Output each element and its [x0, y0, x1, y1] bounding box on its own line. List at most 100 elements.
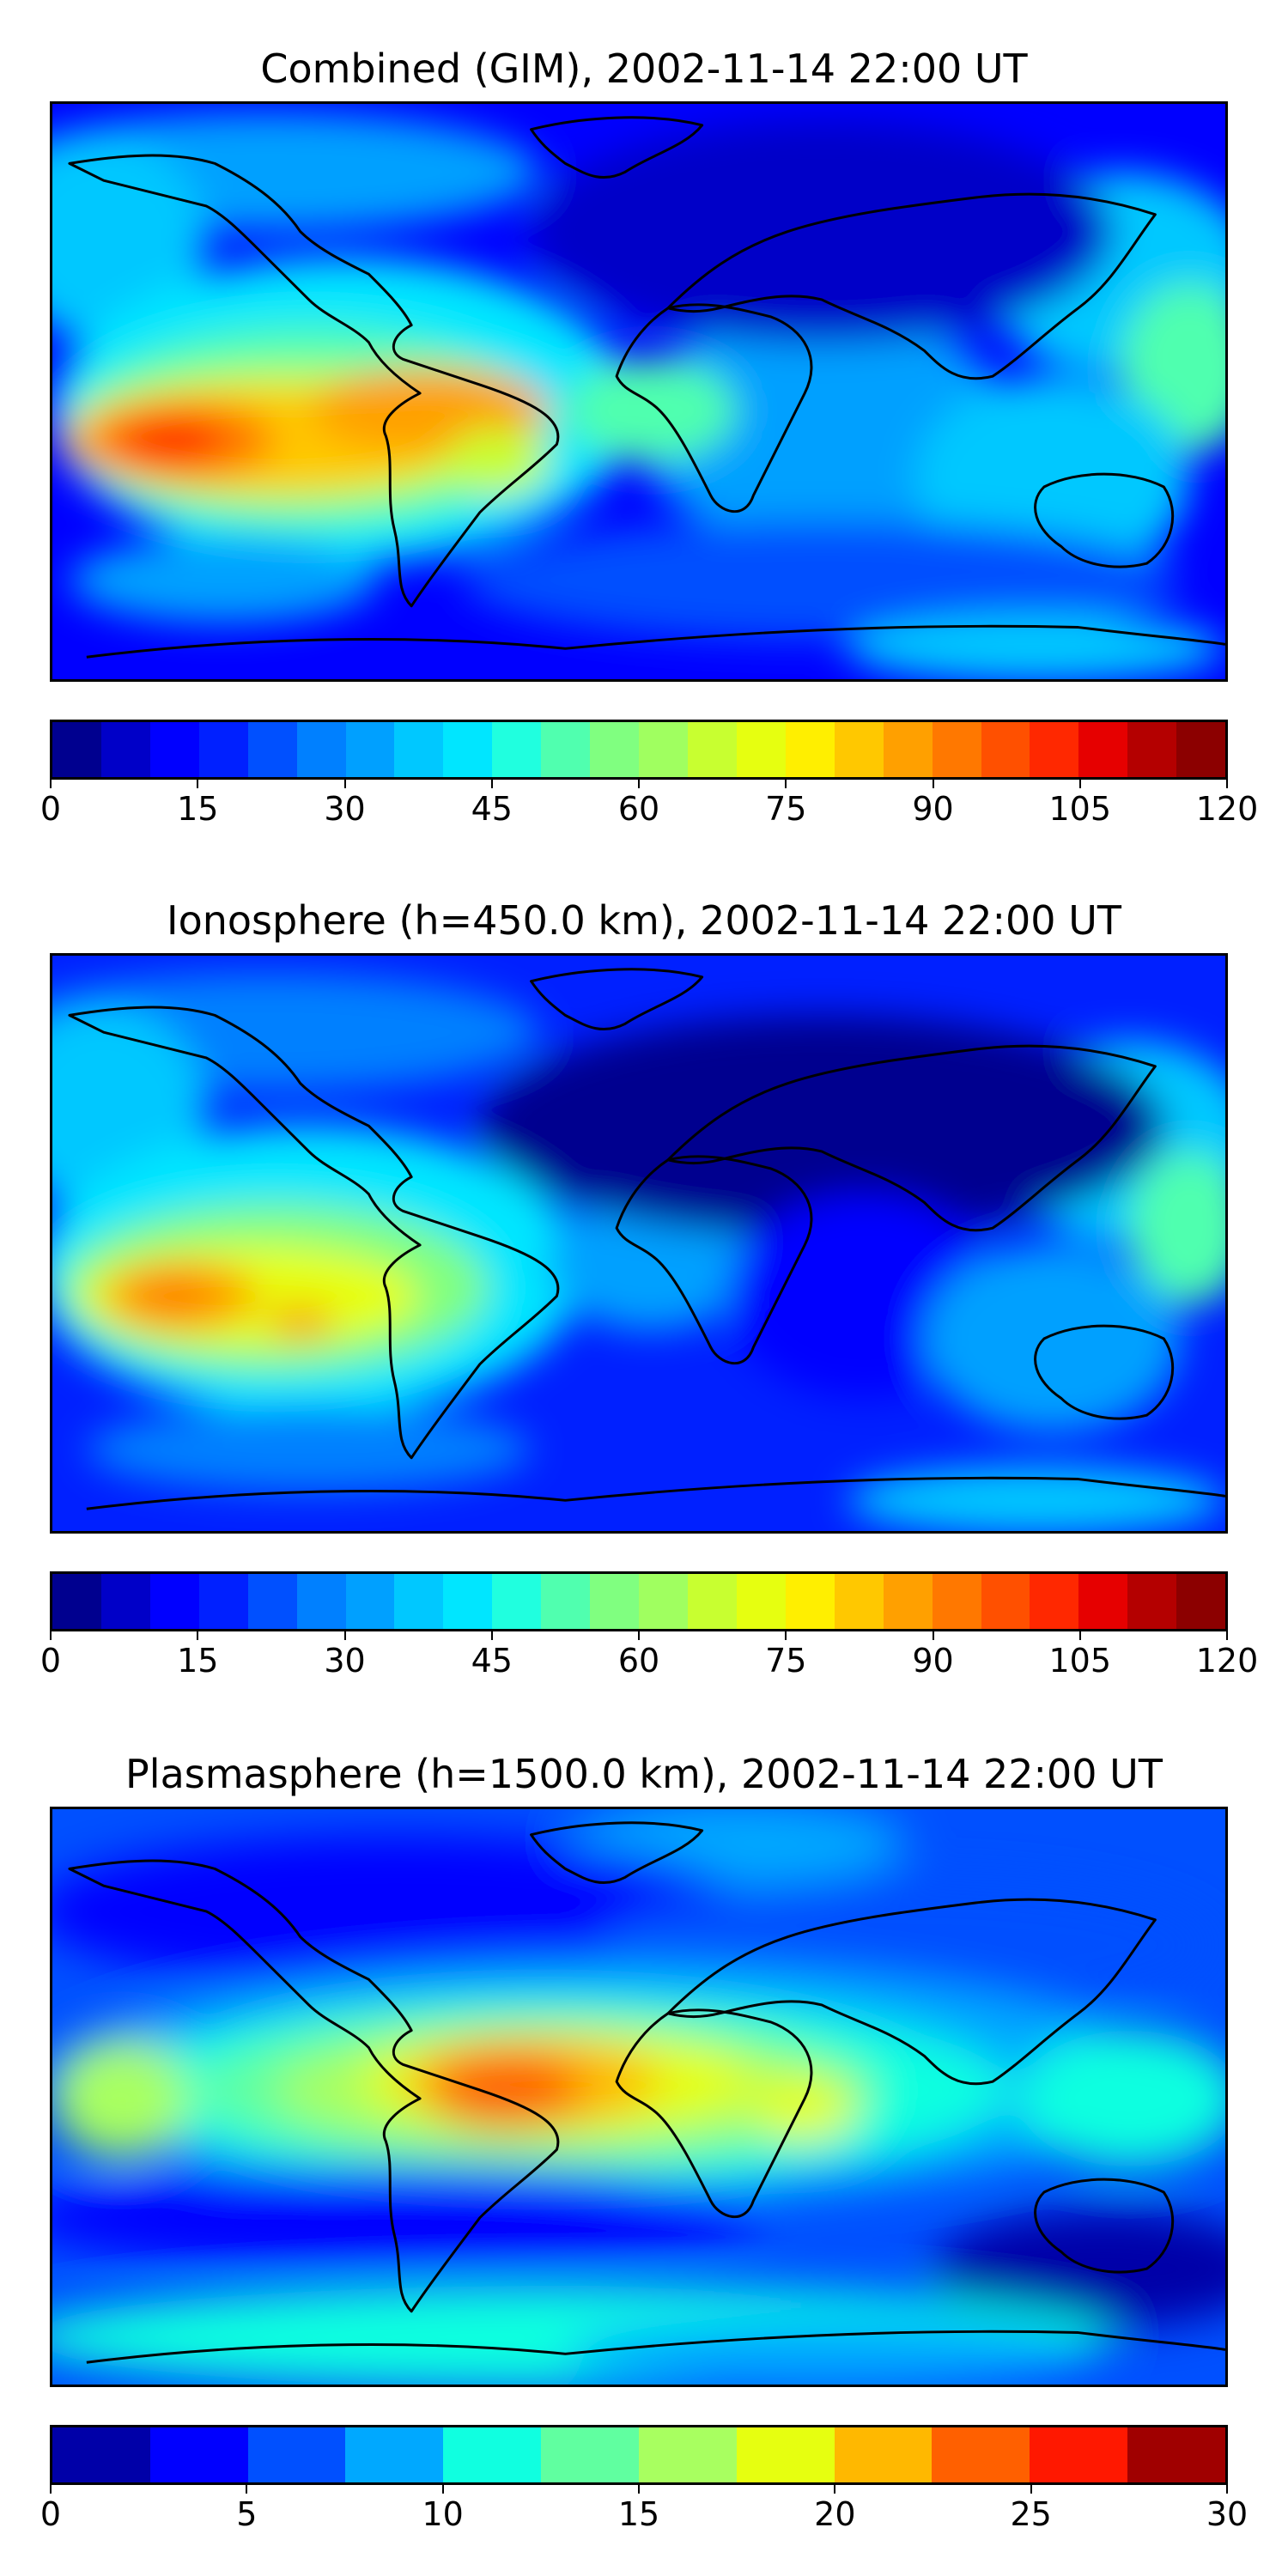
colorbar-segment: [541, 2427, 639, 2482]
colorbar-segment: [687, 1574, 737, 1629]
colorbar-segment: [247, 1574, 297, 1629]
ionosphere-colorbar: [50, 1571, 1228, 1631]
colorbar-segment: [345, 1574, 395, 1629]
colorbar-tick-label: 30: [324, 790, 366, 828]
colorbar-segment: [52, 2427, 150, 2482]
colorbar-segment: [1127, 1574, 1177, 1629]
combined-tec-map: [50, 101, 1228, 682]
colorbar-tick: [246, 2485, 248, 2494]
colorbar-tick-label: 105: [1048, 790, 1112, 828]
colorbar-tick: [50, 1631, 52, 1640]
combined-colorbar-ticks: 0 15 30 45 60 75 90 105 120: [40, 780, 1258, 831]
colorbar-segment: [834, 722, 884, 777]
colorbar-segment: [443, 1574, 493, 1629]
colorbar-segment: [981, 1574, 1030, 1629]
colorbar-segment: [1030, 1574, 1079, 1629]
colorbar-tick-label: 60: [617, 1642, 660, 1680]
colorbar-segment: [52, 722, 101, 777]
colorbar-segment: [198, 1574, 248, 1629]
colorbar-tick: [1078, 780, 1081, 788]
colorbar-tick-label: 120: [1195, 1642, 1259, 1680]
colorbar-segment: [492, 1574, 542, 1629]
colorbar-segment: [100, 1574, 150, 1629]
colorbar-segment: [149, 722, 199, 777]
colorbar-segment: [1030, 2427, 1128, 2482]
colorbar-tick: [638, 1631, 640, 1640]
colorbar-segment: [1176, 1574, 1225, 1629]
colorbar-segment: [785, 722, 835, 777]
colorbar-tick-label: 0: [39, 2495, 62, 2533]
colorbar-segment: [1030, 722, 1079, 777]
colorbar-segment: [1176, 722, 1225, 777]
colorbar-tick-label: 5: [236, 2495, 258, 2533]
colorbar-tick-label: 30: [1206, 2495, 1249, 2533]
colorbar-segment: [639, 722, 688, 777]
colorbar-tick-label: 90: [912, 790, 954, 828]
colorbar-segment: [492, 722, 542, 777]
colorbar-tick-label: 120: [1195, 790, 1259, 828]
colorbar-segment: [785, 1574, 835, 1629]
colorbar-tick: [50, 780, 52, 788]
colorbar-tick-label: 105: [1048, 1642, 1112, 1680]
colorbar-segment: [1127, 2427, 1225, 2482]
colorbar-segment: [149, 2427, 248, 2482]
colorbar-tick: [490, 780, 493, 788]
colorbar-segment: [345, 722, 395, 777]
ionosphere-colorbar-ticks: 0 15 30 45 60 75 90 105 120: [40, 1631, 1258, 1683]
colorbar-segment: [639, 1574, 688, 1629]
colorbar-segment: [883, 722, 933, 777]
colorbar-segment: [52, 1574, 101, 1629]
plasmasphere-tec-map: [50, 1807, 1228, 2387]
colorbar-segment: [443, 2427, 542, 2482]
colorbar-segment: [932, 2427, 1030, 2482]
colorbar-segment: [883, 1574, 933, 1629]
colorbar-segment: [100, 722, 150, 777]
colorbar-segment: [296, 1574, 346, 1629]
colorbar-segment: [247, 722, 297, 777]
colorbar-segment: [932, 722, 981, 777]
colorbar-tick: [1226, 1631, 1228, 1640]
colorbar-tick-label: 15: [177, 790, 219, 828]
colorbar-segment: [541, 722, 591, 777]
colorbar-segment: [736, 1574, 786, 1629]
colorbar-segment: [1078, 722, 1128, 777]
colorbar-tick-label: 15: [617, 2495, 660, 2533]
colorbar-segment: [443, 722, 493, 777]
colorbar-tick: [785, 1631, 787, 1640]
colorbar-tick: [343, 780, 346, 788]
colorbar-segment: [296, 722, 346, 777]
colorbar-segment: [932, 1574, 981, 1629]
colorbar-tick-label: 30: [324, 1642, 366, 1680]
colorbar-tick-label: 10: [422, 2495, 464, 2533]
colorbar-tick: [834, 2485, 836, 2494]
colorbar-tick: [343, 1631, 346, 1640]
colorbar-tick: [441, 2485, 444, 2494]
colorbar-tick: [1226, 780, 1228, 788]
colorbar-tick: [490, 1631, 493, 1640]
colorbar-tick: [1226, 2485, 1228, 2494]
colorbar-segment: [198, 722, 248, 777]
colorbar-tick-label: 75: [765, 1642, 807, 1680]
colorbar-segment: [687, 722, 737, 777]
colorbar-segment: [247, 2427, 346, 2482]
colorbar-tick-label: 90: [912, 1642, 954, 1680]
colorbar-tick-label: 20: [814, 2495, 856, 2533]
colorbar-segment: [1078, 1574, 1128, 1629]
colorbar-tick-label: 45: [471, 790, 513, 828]
colorbar-segment: [834, 2427, 933, 2482]
colorbar-tick: [50, 2485, 52, 2494]
colorbar-segment: [981, 722, 1030, 777]
colorbar-tick-label: 60: [617, 790, 660, 828]
colorbar-tick-label: 75: [765, 790, 807, 828]
colorbar-tick-label: 15: [177, 1642, 219, 1680]
colorbar-segment: [394, 1574, 444, 1629]
colorbar-segment: [736, 2427, 835, 2482]
colorbar-tick-label: 0: [39, 790, 62, 828]
combined-colorbar: [50, 720, 1228, 780]
plasmasphere-colorbar-ticks: 0 5 10 15 20 25 30: [40, 2485, 1248, 2537]
colorbar-segment: [834, 1574, 884, 1629]
ionosphere-tec-map: [50, 953, 1228, 1534]
colorbar-segment: [345, 2427, 444, 2482]
plasmasphere-colorbar: [50, 2425, 1228, 2485]
colorbar-segment: [638, 2427, 737, 2482]
